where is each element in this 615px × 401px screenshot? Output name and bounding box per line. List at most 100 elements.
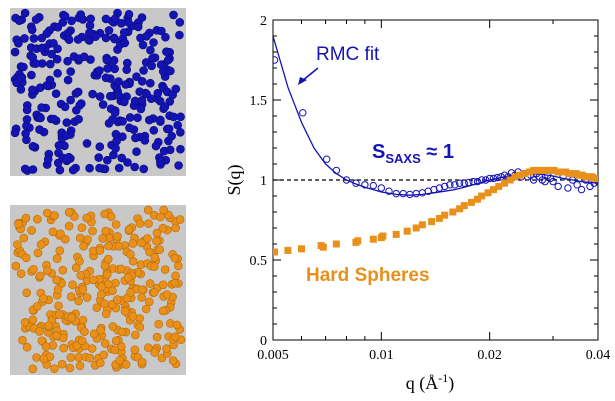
particle bbox=[110, 345, 119, 355]
particle bbox=[139, 66, 148, 75]
particle bbox=[72, 341, 82, 351]
particle bbox=[20, 34, 29, 43]
rmc-data-point bbox=[299, 109, 307, 117]
particle bbox=[31, 59, 41, 68]
particle bbox=[29, 34, 39, 43]
particle bbox=[82, 213, 91, 223]
particle bbox=[82, 293, 92, 302]
hard-sphere-particles bbox=[11, 205, 186, 374]
particle bbox=[174, 261, 183, 271]
particle bbox=[163, 55, 173, 65]
particle bbox=[20, 317, 30, 327]
rmc-data-point bbox=[352, 179, 360, 187]
particle bbox=[37, 33, 47, 43]
particle bbox=[158, 223, 168, 233]
hard-sphere-point bbox=[449, 208, 457, 216]
particle bbox=[79, 241, 88, 251]
particle bbox=[172, 320, 182, 330]
hard-sphere-point bbox=[501, 179, 509, 187]
particle bbox=[21, 253, 31, 263]
rmc-data-point bbox=[412, 189, 420, 198]
particle bbox=[110, 108, 120, 117]
particle bbox=[14, 38, 23, 48]
particle bbox=[97, 282, 106, 291]
rmc-fit-arrow bbox=[298, 67, 319, 85]
rmc-data-point bbox=[430, 185, 438, 194]
particle bbox=[156, 157, 165, 167]
particle bbox=[28, 142, 38, 151]
rmc-data-point bbox=[485, 174, 494, 183]
particle bbox=[123, 273, 133, 283]
particle bbox=[103, 64, 112, 73]
particle bbox=[101, 33, 111, 43]
hard-sphere-point bbox=[569, 170, 577, 178]
particle bbox=[145, 297, 154, 307]
rmc-data-point bbox=[435, 184, 444, 192]
particle bbox=[137, 96, 147, 105]
rmc-data-point bbox=[477, 176, 486, 184]
particle bbox=[115, 355, 125, 365]
particle bbox=[130, 345, 140, 355]
particle bbox=[88, 226, 97, 236]
particle bbox=[54, 301, 63, 311]
particle bbox=[143, 205, 153, 215]
particle bbox=[103, 155, 112, 165]
particle bbox=[124, 225, 134, 234]
particle bbox=[95, 246, 105, 255]
particle bbox=[176, 128, 185, 137]
particle bbox=[111, 220, 121, 229]
particle bbox=[59, 343, 68, 353]
particle bbox=[96, 358, 105, 368]
particle bbox=[22, 288, 32, 298]
particle bbox=[60, 102, 70, 112]
particle bbox=[137, 293, 146, 302]
particle bbox=[152, 236, 161, 246]
hard-sphere-point bbox=[534, 166, 542, 174]
particle bbox=[133, 22, 143, 32]
particle bbox=[168, 356, 178, 365]
particle bbox=[16, 73, 26, 82]
particle bbox=[160, 265, 170, 274]
particle bbox=[145, 279, 155, 288]
hard-sphere-point bbox=[473, 195, 481, 203]
hard-sphere-point bbox=[543, 166, 551, 174]
particle bbox=[141, 304, 151, 314]
particle bbox=[54, 310, 64, 319]
particle bbox=[151, 141, 161, 151]
hard-sphere-point bbox=[412, 224, 420, 232]
particle bbox=[52, 331, 61, 341]
particle bbox=[101, 309, 111, 319]
rmc-data-point bbox=[573, 181, 581, 189]
particle bbox=[160, 102, 170, 111]
particle bbox=[150, 262, 159, 272]
particle bbox=[149, 126, 159, 135]
particle bbox=[114, 163, 124, 173]
particle bbox=[41, 342, 51, 351]
particle bbox=[170, 253, 180, 263]
particle bbox=[73, 87, 83, 97]
particle bbox=[14, 219, 23, 229]
particle bbox=[138, 40, 148, 50]
particle bbox=[85, 163, 94, 173]
particle bbox=[95, 66, 104, 75]
particle bbox=[73, 35, 83, 44]
particle bbox=[55, 165, 65, 175]
particle bbox=[156, 115, 165, 125]
hard-sphere-point bbox=[403, 227, 411, 235]
particle bbox=[143, 234, 152, 243]
rmc-data-point bbox=[385, 187, 393, 195]
particle bbox=[78, 315, 88, 325]
particle bbox=[131, 330, 140, 340]
particle bbox=[133, 113, 142, 122]
particle bbox=[66, 292, 76, 302]
particle bbox=[132, 72, 141, 81]
particle bbox=[88, 89, 97, 99]
hard-sphere-point bbox=[594, 174, 598, 182]
particle bbox=[104, 241, 113, 251]
particle bbox=[80, 327, 89, 337]
particle bbox=[55, 246, 65, 255]
hard-sphere-point bbox=[484, 189, 492, 197]
particle bbox=[65, 363, 75, 373]
particle bbox=[153, 88, 163, 98]
